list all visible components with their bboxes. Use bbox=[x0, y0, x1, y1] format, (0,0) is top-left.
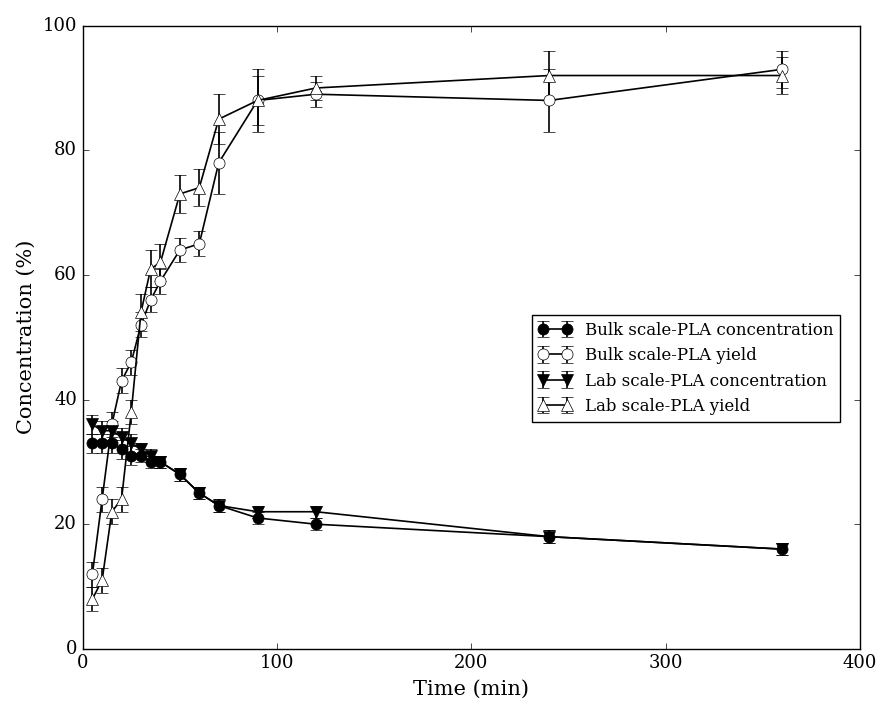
Y-axis label: Concentration (%): Concentration (%) bbox=[17, 240, 36, 435]
Legend: Bulk scale-PLA concentration, Bulk scale-PLA yield, Lab scale-PLA concentration,: Bulk scale-PLA concentration, Bulk scale… bbox=[532, 315, 840, 422]
X-axis label: Time (min): Time (min) bbox=[413, 679, 529, 699]
